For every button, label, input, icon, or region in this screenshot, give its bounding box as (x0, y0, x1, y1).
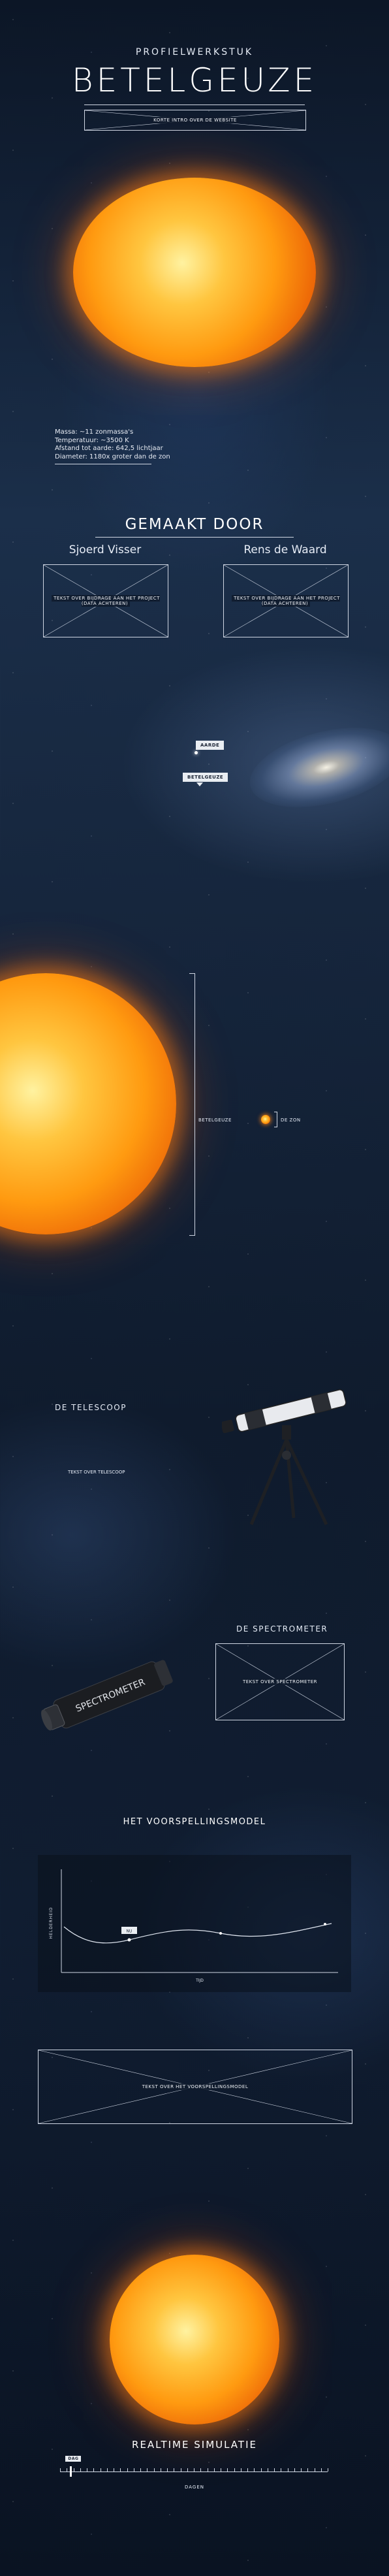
fact-mass: Massa: ~11 zonmassa's (55, 428, 134, 436)
betelgeuse-size-bracket (189, 973, 195, 1236)
slider-tick (127, 2468, 128, 2471)
model-chart: NU HELDERHEID TIJD (49, 1869, 338, 1983)
betelgeuse-image (73, 178, 316, 367)
slider-tick (294, 2468, 295, 2471)
model-caption-text: TEKST OVER HET VOORSPELLINGSMODEL (140, 2084, 251, 2090)
slider-tick (260, 2468, 262, 2471)
model-x-label: TIJD (195, 1978, 204, 1983)
simulation-handle-label: DAG (65, 2456, 82, 2462)
slider-tick (167, 2468, 168, 2471)
slider-tick (301, 2468, 302, 2471)
slider-tick (200, 2468, 202, 2471)
simulation-title: REALTIME SIMULATIE (132, 2439, 257, 2451)
author-name-rens: Rens de Waard (243, 543, 327, 556)
slider-tick (93, 2468, 95, 2471)
simulation-x-label: DAGEN (184, 2485, 205, 2490)
slider-tick (254, 2468, 255, 2471)
slider-tick (153, 2468, 155, 2471)
page-title: BETELGEUZE (71, 61, 318, 99)
simulation-slider-ticks (60, 2468, 328, 2472)
betelgeuse-marker-label[interactable]: BETELGEUZE (183, 773, 228, 782)
spectrometer-title: DE SPECTROMETER (236, 1624, 328, 1634)
slider-tick (147, 2468, 148, 2471)
author-name-sjoerd: Sjoerd Visser (69, 543, 142, 556)
slider-tick (60, 2468, 61, 2471)
model-point-now[interactable] (127, 1938, 131, 1942)
telescope-text: TEKST OVER TELESCOOP (68, 1470, 125, 1475)
model-point (219, 1932, 222, 1935)
model-now-marker[interactable] (121, 1927, 137, 1934)
model-curve (63, 1923, 332, 1944)
spectrometer-image: SPECTROMETER (41, 1660, 173, 1731)
model-title: HET VOORSPELLINGSMODEL (123, 1817, 266, 1827)
slider-tick (120, 2468, 121, 2471)
slider-tick (80, 2468, 81, 2471)
model-caption-card: TEKST OVER HET VOORSPELLINGSMODEL (38, 2050, 352, 2124)
slider-tick (227, 2468, 228, 2471)
authors-title: GEMAAKT DOOR (125, 516, 264, 533)
model-point (324, 1923, 326, 1925)
slider-tick (234, 2468, 235, 2471)
simulation-slider-track[interactable] (60, 2471, 328, 2472)
intro-banner: KORTE INTRO OVER DE WEBSITE (84, 110, 306, 131)
betelgeuse-marker-pointer (196, 782, 203, 786)
earth-marker-label[interactable]: AARDE (196, 741, 225, 750)
telescope-image (222, 1389, 347, 1526)
author-caption-rens: TEKST OVER BIJDRAGE AAN HET PROJECT (DAT… (232, 595, 340, 607)
facts-list: Massa: ~11 zonmassa's Temperatuur: ~3500… (55, 428, 170, 461)
spectrometer-card: TEKST OVER SPECTROMETER (215, 1643, 345, 1720)
sun-size-label: DE ZON (281, 1118, 301, 1123)
model-now-label: NU (127, 1929, 132, 1934)
slider-tick (247, 2468, 248, 2471)
simulation-slider-handle[interactable] (70, 2466, 72, 2477)
slider-tick (187, 2468, 188, 2471)
fact-distance: Afstand tot aarde: 642,5 lichtjaar (55, 445, 163, 452)
model-chart-panel: NU HELDERHEID TIJD (38, 1855, 351, 1992)
page-eyebrow: PROFIELWERKSTUK (135, 47, 254, 57)
telescope-title: DE TELESCOOP (55, 1403, 127, 1412)
intro-banner-text: KORTE INTRO OVER DE WEBSITE (151, 117, 239, 123)
authors-divider (95, 537, 294, 538)
slider-tick (274, 2468, 275, 2471)
sun-size-bracket (274, 1112, 277, 1127)
slider-tick (320, 2468, 322, 2471)
slider-tick (140, 2468, 141, 2471)
slider-tick (106, 2468, 108, 2471)
earth-marker-dot (194, 751, 198, 754)
slider-tick (213, 2468, 215, 2471)
author-card-sjoerd: TEKST OVER BIJDRAGE AAN HET PROJECT (DAT… (43, 564, 168, 637)
betelgeuse-size-label: BETELGEUZE (198, 1118, 232, 1123)
simulation-star-image (110, 2255, 279, 2424)
author-card-rens: TEKST OVER BIJDRAGE AAN HET PROJECT (DAT… (223, 564, 349, 637)
sun-small-image (261, 1115, 270, 1124)
spectrometer-text: TEKST OVER SPECTROMETER (240, 1679, 320, 1685)
model-y-label: HELDERHEID (49, 1907, 54, 1939)
fact-diameter: Diameter: 1180x groter dan de zon (55, 453, 170, 460)
fact-temperature: Temperatuur: ~3500 K (55, 436, 129, 444)
slider-tick (307, 2468, 309, 2471)
author-caption-sjoerd: TEKST OVER BIJDRAGE AAN HET PROJECT (DAT… (52, 595, 160, 607)
